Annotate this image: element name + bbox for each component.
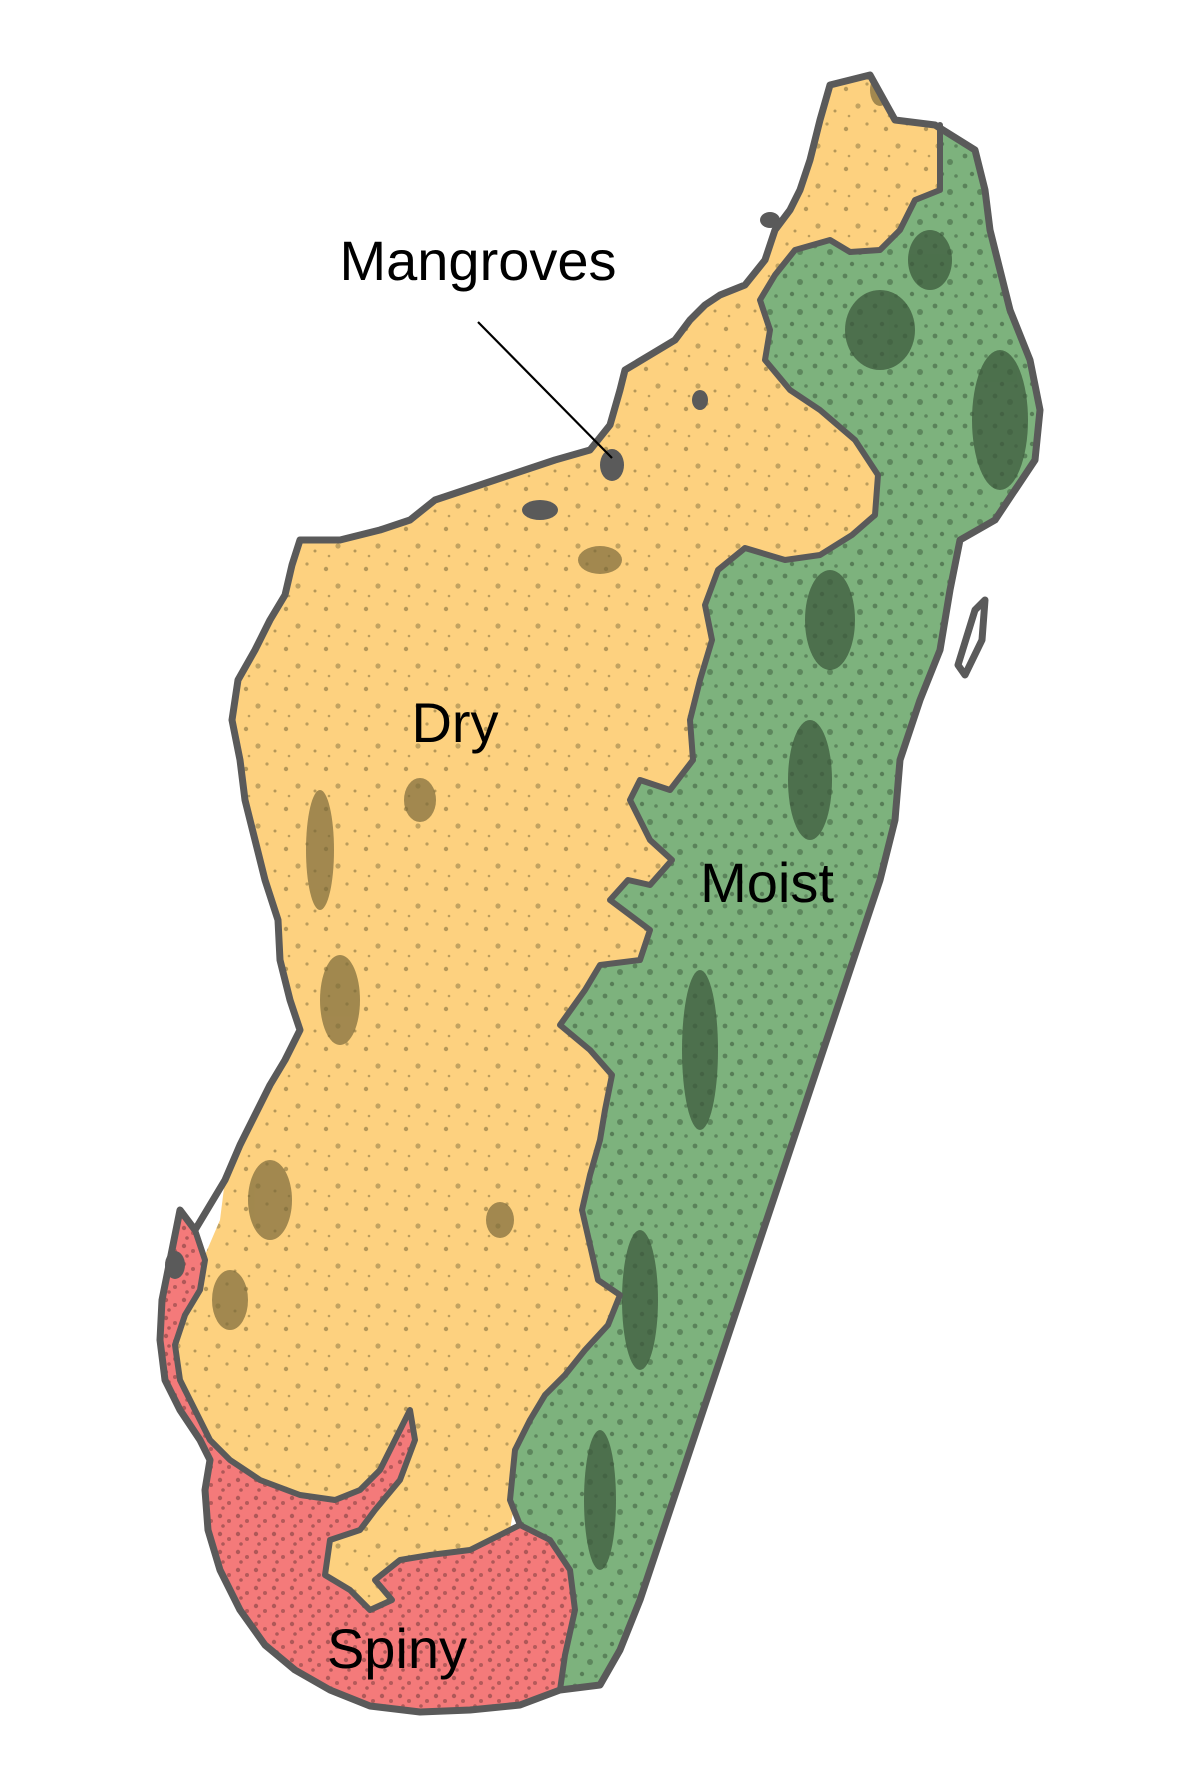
dry-spiny-border — [172, 1227, 523, 1613]
spiny-moist-border — [517, 1522, 578, 1693]
label-spiny: Spiny — [327, 1617, 467, 1680]
label-mangroves: Mangroves — [339, 229, 616, 292]
dry-forest-cover-patches — [212, 75, 890, 1330]
mangroves-leader-line — [477, 321, 613, 459]
moist-forest-cover-patches — [584, 230, 1028, 1570]
dry-moist-border — [507, 122, 943, 1528]
mangrove-patches — [165, 212, 780, 1279]
island-outline — [156, 71, 1044, 1716]
label-dry: Dry — [411, 691, 498, 754]
label-moist: Moist — [700, 851, 834, 914]
offshore-island — [954, 596, 989, 679]
